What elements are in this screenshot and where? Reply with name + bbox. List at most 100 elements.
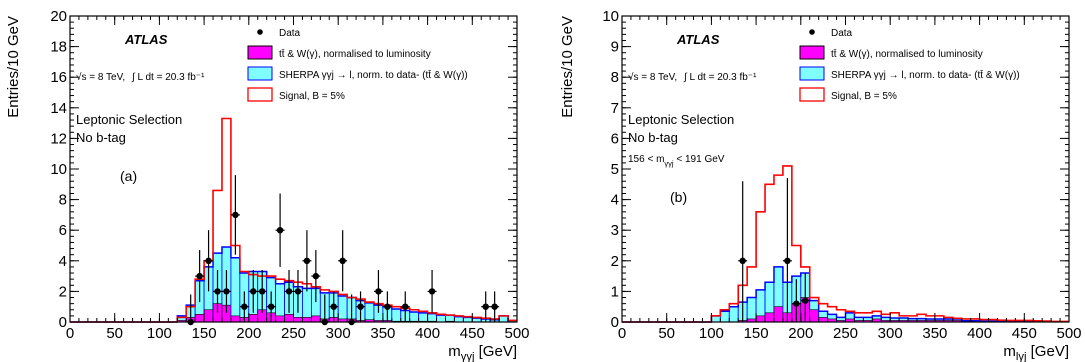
data-point	[250, 288, 257, 295]
x-tick-label: 150	[192, 325, 217, 342]
sherpa-bar	[418, 312, 429, 323]
legend-swatch	[247, 66, 273, 81]
x-tick-label: 150	[744, 325, 769, 342]
data-point	[285, 288, 293, 295]
x-tick-label: 50	[106, 325, 123, 342]
y-tick-label: 9	[611, 39, 619, 56]
ttbar-bar	[230, 315, 241, 323]
ttbar-bar	[755, 315, 766, 323]
legend-entry-label: Data	[831, 28, 853, 39]
data-point	[357, 303, 364, 310]
plot-frame	[621, 15, 1070, 323]
chart-panel-a: 0 50 100 150 200 250 300 350 400 450 500 0 2 4 6 8 10 12 1…	[5, 8, 530, 362]
x-tick-label: 400	[415, 325, 440, 342]
btag-label: No b-tag	[76, 130, 126, 145]
mass-window-label: 156 < mγγj < 191 GeV	[628, 154, 725, 168]
data-point	[205, 257, 212, 264]
x-tick-label: 50	[658, 325, 675, 342]
legend-swatch	[799, 66, 825, 81]
data-point	[330, 303, 337, 310]
legend-swatch	[247, 45, 273, 60]
x-tick-label: 200	[788, 325, 813, 342]
legend-entry-label: tt̄ & W(γ), normalised to luminosity	[831, 48, 983, 60]
ttbar-bar	[284, 314, 294, 323]
ttbar-bar	[248, 314, 259, 323]
sherpa-bar	[230, 257, 241, 323]
ttbar-bar	[302, 317, 312, 323]
ttbar-bar	[818, 317, 828, 323]
data-point	[339, 257, 346, 264]
y-tick-label: 12	[50, 130, 67, 147]
sherpa-bar	[454, 316, 464, 323]
sherpa-bar	[302, 287, 312, 323]
legend-marker-data	[809, 29, 815, 35]
sherpa-bar	[719, 310, 730, 323]
legend-entry-label: Data	[279, 28, 301, 39]
atlas-label: ATLAS	[676, 32, 720, 47]
legend-entry-label: Signal, B = 5%	[831, 91, 897, 102]
data-point	[267, 303, 275, 310]
legend-swatch-signal	[799, 87, 825, 102]
data-point	[259, 288, 266, 295]
ttbar-bar	[809, 309, 819, 323]
sherpa-bar	[427, 313, 437, 323]
x-tick-label: 250	[281, 325, 306, 342]
data-point	[739, 257, 746, 264]
sherpa-bar	[711, 315, 721, 323]
ttbar-bar	[764, 312, 775, 323]
sherpa-bar	[337, 295, 348, 323]
signal-line	[70, 117, 517, 323]
x-tick-label: 300	[326, 325, 351, 342]
btag-label: No b-tag	[628, 130, 678, 145]
x-tick-label: 100	[699, 325, 724, 342]
y-tick-label: 5	[611, 161, 619, 178]
y-tick-label: 18	[50, 39, 67, 56]
data-point	[294, 288, 302, 295]
y-tick-label: 1	[611, 283, 619, 300]
data-point	[312, 272, 320, 280]
x-tick-label: 100	[147, 325, 172, 342]
y-axis-title: Entries/10 GeV	[5, 16, 22, 118]
y-tick-label: 3	[611, 222, 619, 239]
energy-label: √s = 8 TeV,	[628, 71, 677, 83]
x-axis-title: mlγj [GeV]	[1003, 343, 1069, 362]
sherpa-bar	[498, 315, 509, 323]
x-tick-label: 400	[967, 325, 992, 342]
x-tick-label: 300	[878, 325, 903, 342]
data-point	[428, 288, 436, 295]
data-point	[491, 303, 498, 310]
data-point	[793, 300, 800, 307]
ttbar-bar	[773, 306, 784, 323]
legend-entry-label: tt̄ & W(γ), normalised to luminosity	[279, 48, 431, 60]
sherpa-bar	[436, 314, 446, 323]
ttbar-bar	[194, 314, 205, 323]
selection-label: Leptonic Selection	[628, 112, 734, 127]
y-axis-title: Entries/10 GeV	[559, 16, 576, 118]
y-tick-label: 4	[59, 253, 67, 270]
ttbar-bar	[293, 317, 303, 323]
data-point	[223, 288, 230, 295]
sherpa-bar	[391, 308, 402, 323]
sherpa-bar	[364, 302, 375, 323]
x-tick-label: 350	[922, 325, 947, 342]
y-tick-label: 7	[611, 100, 619, 117]
y-tick-label: 6	[59, 222, 67, 239]
atlas-label: ATLAS	[124, 32, 168, 47]
data-point	[196, 272, 203, 280]
sherpa-bar	[728, 306, 739, 323]
data-point	[784, 257, 791, 264]
y-tick-label: 8	[59, 192, 67, 209]
data-point	[303, 257, 311, 264]
energy-label: √s = 8 TeV,	[76, 71, 125, 83]
selection-label: Leptonic Selection	[76, 112, 182, 127]
x-tick-label: 350	[370, 325, 395, 342]
data-point	[482, 303, 489, 310]
legend-swatch	[799, 45, 825, 60]
legend-marker-data	[257, 29, 263, 35]
x-tick-label: 0	[66, 325, 74, 342]
data-point	[402, 303, 409, 310]
y-tick-label: 6	[611, 130, 619, 147]
y-tick-label: 8	[611, 69, 619, 86]
y-tick-label: 16	[50, 69, 67, 86]
y-tick-label: 4	[611, 192, 619, 209]
